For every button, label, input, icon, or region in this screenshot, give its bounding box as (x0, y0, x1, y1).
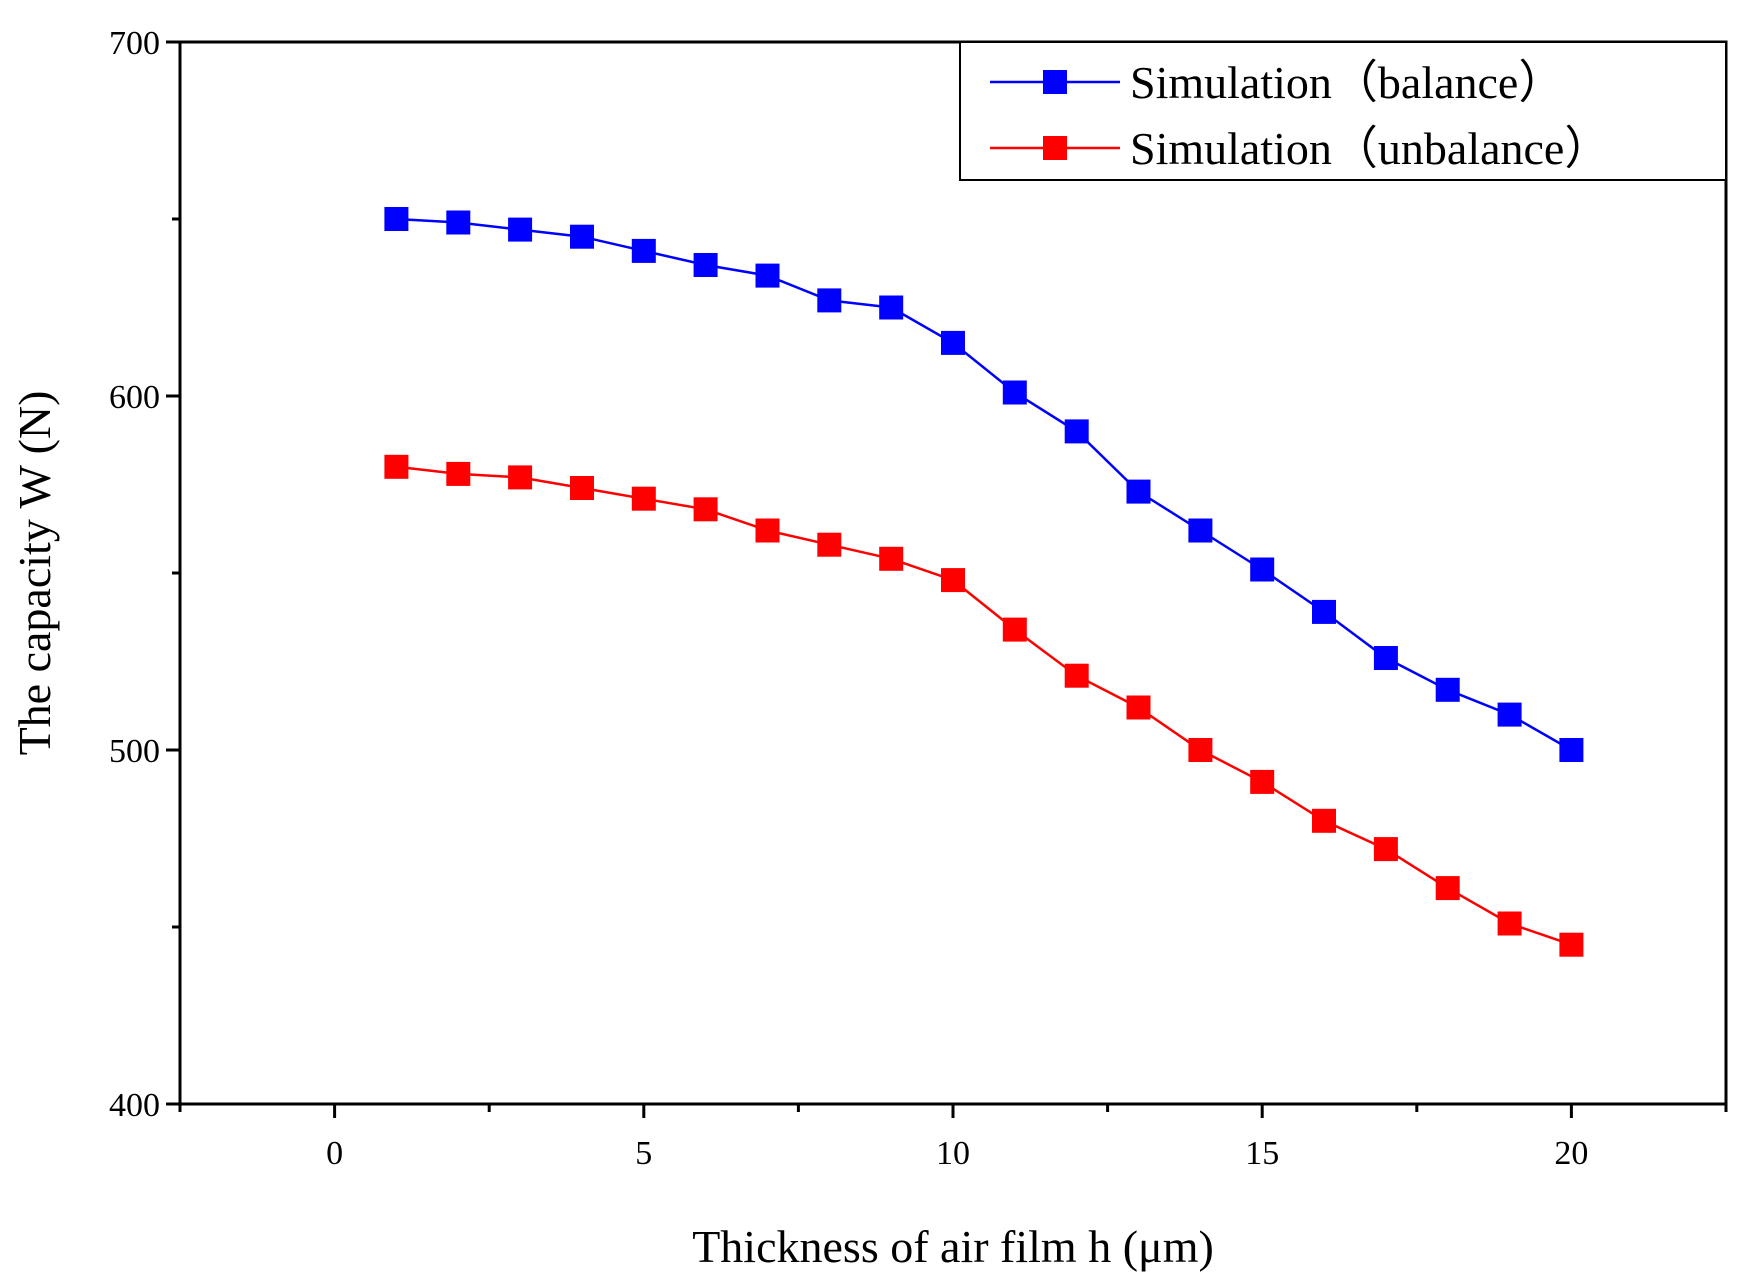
data-point (1497, 702, 1522, 727)
data-point (1064, 663, 1089, 688)
x-tick-label: 10 (936, 1135, 970, 1172)
data-point (446, 461, 471, 486)
y-tick-label: 700 (109, 25, 160, 62)
data-point (1250, 769, 1275, 794)
data-point (1250, 557, 1275, 582)
data-point (693, 253, 718, 277)
data-point (879, 546, 904, 571)
data-point (508, 465, 533, 490)
data-point (384, 207, 409, 231)
data-point (1559, 738, 1584, 762)
x-tick-label: 15 (1245, 1135, 1279, 1172)
data-point (1002, 380, 1027, 405)
y-tick-label: 400 (109, 1087, 160, 1124)
data-point (1435, 876, 1460, 901)
data-point (941, 568, 965, 593)
data-point (755, 263, 780, 288)
data-point (1497, 911, 1522, 936)
data-point (879, 295, 904, 320)
data-point (508, 217, 533, 242)
data-point (941, 330, 965, 355)
legend-box (959, 41, 1727, 181)
data-point (570, 224, 594, 249)
y-axis-ticks: 400 500 600 700 (109, 25, 180, 1124)
legend-label: Simulation（balance） (1130, 57, 1564, 108)
legend-label: Simulation（unbalance） (1130, 123, 1610, 174)
legend: Simulation（balance） Simulation（unbalance） (959, 41, 1727, 181)
legend-entry: Simulation（balance） (990, 57, 1564, 108)
data-point (1312, 808, 1336, 833)
y-axis-title: The capacity W (N) (9, 391, 60, 756)
x-tick-label: 20 (1554, 1135, 1588, 1172)
data-point (631, 238, 656, 263)
data-point (1188, 738, 1213, 762)
data-point (1188, 518, 1213, 543)
x-tick-label: 5 (635, 1135, 652, 1172)
data-point (693, 497, 718, 522)
y-tick-label: 500 (109, 733, 160, 770)
data-point (446, 210, 471, 235)
data-point (631, 486, 656, 511)
data-point (1312, 599, 1336, 624)
y-tick-label: 600 (109, 379, 160, 416)
series-unbalance (384, 454, 1584, 957)
legend-entry: Simulation（unbalance） (990, 123, 1610, 174)
x-axis-title: Thickness of air film h (μm) (692, 1221, 1214, 1272)
data-point (817, 532, 842, 557)
legend-marker (1043, 70, 1067, 94)
data-point (817, 288, 842, 313)
data-point (1435, 677, 1460, 702)
data-point (570, 476, 594, 500)
data-point (1373, 837, 1398, 862)
data-point (755, 518, 780, 543)
series-balance (384, 207, 1584, 762)
data-point (1002, 617, 1027, 642)
data-point (384, 454, 409, 479)
data-point (1373, 646, 1398, 670)
data-point (1126, 695, 1151, 720)
x-tick-label: 0 (326, 1135, 343, 1172)
data-point (1064, 419, 1089, 444)
legend-marker (1043, 136, 1067, 160)
x-axis-ticks: 0 5 10 15 20 (178, 1104, 1728, 1172)
series-layer (384, 207, 1584, 957)
data-point (1126, 479, 1151, 504)
data-point (1559, 932, 1584, 957)
